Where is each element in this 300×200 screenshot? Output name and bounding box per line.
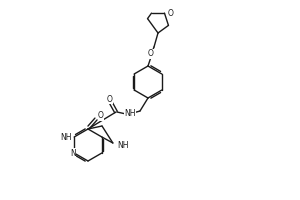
- Text: NH: NH: [117, 140, 128, 150]
- Text: O: O: [107, 95, 113, 104]
- Text: N: N: [70, 148, 76, 158]
- Text: O: O: [98, 112, 104, 120]
- Text: O: O: [148, 49, 154, 58]
- Text: NH: NH: [124, 110, 136, 118]
- Text: O: O: [167, 9, 173, 18]
- Text: NH: NH: [61, 134, 72, 142]
